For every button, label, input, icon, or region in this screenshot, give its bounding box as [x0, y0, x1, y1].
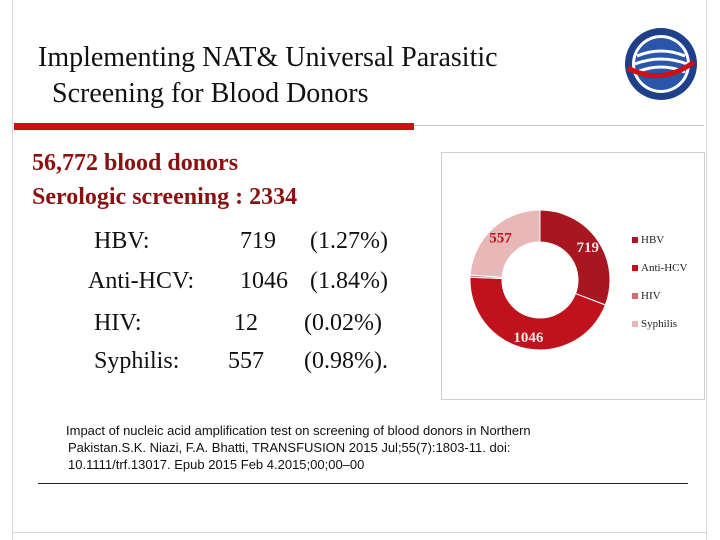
- globe-logo-icon: [618, 16, 704, 112]
- stat-percent: (0.02%): [304, 310, 382, 336]
- screening-total-text: Serologic screening : 2334: [32, 184, 298, 210]
- donut-slice-anti-hcv: [469, 276, 607, 351]
- stat-percent: (1.84%): [310, 268, 388, 294]
- stat-name: Syphilis:: [94, 348, 180, 374]
- slide-border-left: [12, 0, 13, 540]
- stat-count: 12: [234, 310, 258, 336]
- legend-label-anti-hcv: Anti-HCV: [641, 262, 688, 274]
- stat-name: Anti-HCV:: [88, 268, 195, 294]
- data-label-syphilis: 557: [489, 231, 512, 247]
- slide-title-line-2: Screening for Blood Donors: [52, 78, 369, 109]
- donut-slice-syphilis: [469, 209, 541, 278]
- citation: Impact of nucleic acid amplification tes…: [66, 422, 626, 473]
- legend-swatch-syphilis: [632, 321, 638, 327]
- slide-title: Implementing NAT& Universal Parasitic Sc…: [38, 40, 598, 112]
- citation-underline: [38, 483, 688, 484]
- legend-label-hiv: HIV: [641, 290, 661, 302]
- citation-line-1: Impact of nucleic acid amplification tes…: [66, 423, 531, 438]
- donut-chart: 719 1046 557 HBV Anti-HCV HIV Syphilis: [441, 152, 705, 400]
- stat-count: 1046: [240, 268, 288, 294]
- stat-count: 557: [228, 348, 264, 374]
- slide-border-bottom: [12, 532, 707, 533]
- legend-swatch-anti-hcv: [632, 265, 638, 271]
- stat-name: HIV:: [94, 310, 142, 336]
- legend-swatch-hiv: [632, 293, 638, 299]
- legend-label-hbv: HBV: [641, 234, 664, 246]
- data-label-hbv: 719: [577, 240, 600, 256]
- data-label-anti-hcv: 1046: [513, 330, 544, 346]
- donut-slice-hbv: [539, 209, 611, 306]
- donor-count-text: 56,772 blood donors: [32, 150, 239, 176]
- citation-line-3: 10.1111/trf.13017. Epub 2015 Feb 4.2015;…: [68, 457, 365, 472]
- donut-chart-canvas: 719 1046 557 HBV Anti-HCV HIV Syphilis: [469, 209, 688, 351]
- slide-title-line-1: Implementing NAT& Universal Parasitic: [38, 42, 498, 73]
- stat-name: HBV:: [94, 228, 150, 254]
- citation-line-2: Pakistan.S.K. Niazi, F.A. Bhatti, TRANSF…: [68, 440, 511, 455]
- stat-percent: (1.27%): [310, 228, 388, 254]
- stat-percent: (0.98%).: [304, 348, 388, 374]
- legend-label-syphilis: Syphilis: [641, 318, 677, 330]
- legend-swatch-hbv: [632, 237, 638, 243]
- title-underline-rule: [414, 125, 704, 126]
- slide-border-right: [706, 0, 707, 540]
- slide-body: 56,772 blood donors Serologic screening …: [32, 146, 297, 214]
- stat-count: 719: [240, 228, 276, 254]
- title-underline-bar: [14, 123, 414, 130]
